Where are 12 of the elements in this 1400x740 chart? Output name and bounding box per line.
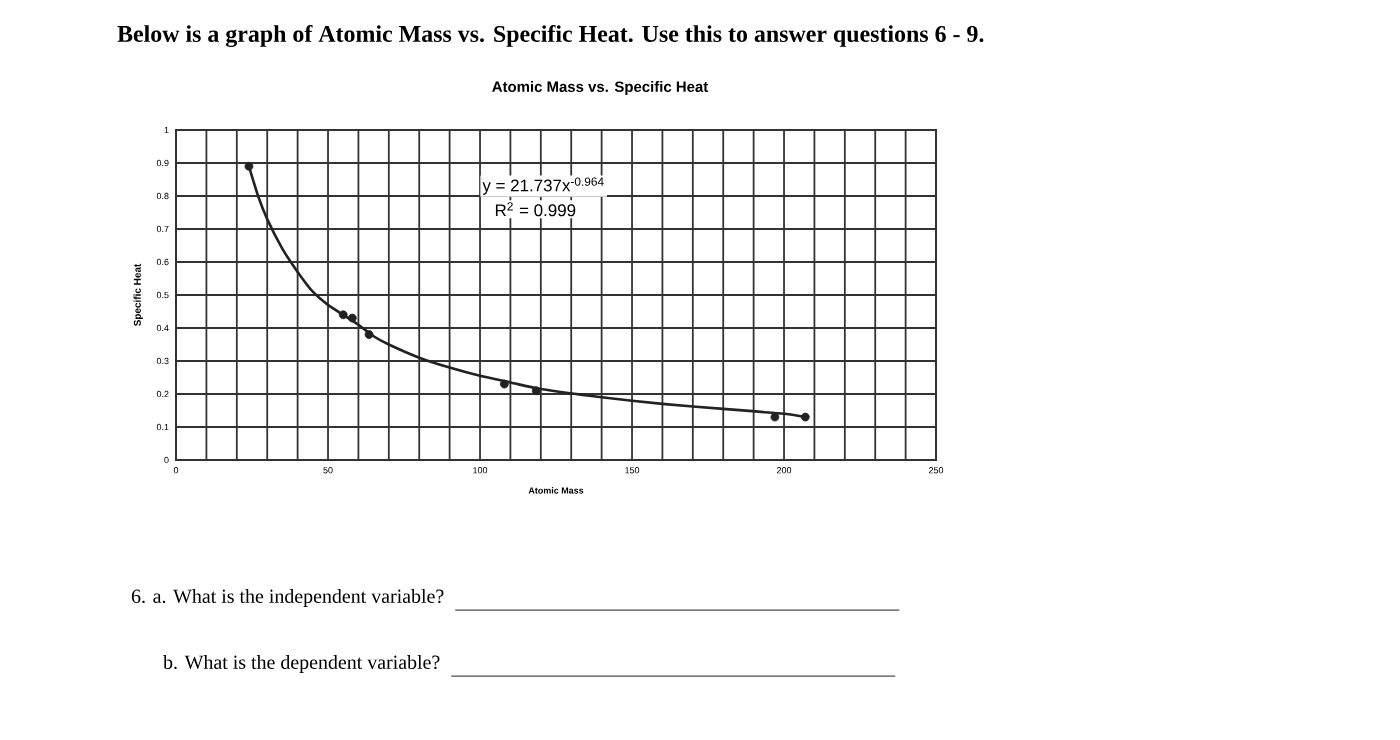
point (244, 161, 254, 171)
text: b. What is the dependent variable? (163, 654, 440, 674)
point (347, 313, 357, 323)
point (364, 330, 374, 339)
annotation: R$^{2}$ = 0.999 (495, 202, 576, 217)
point (499, 379, 509, 389)
text: 6. a. What is the independent variable? (131, 588, 444, 608)
point (800, 412, 810, 422)
chart-title: Below is a graph of Atomic Mass vs. Specific Heat. Use this to answer questions 6 - 9. (117, 24, 984, 48)
point (338, 310, 348, 320)
annotation: y = 21.737x$^{-0.964}$ (482, 177, 604, 195)
point (531, 386, 541, 396)
